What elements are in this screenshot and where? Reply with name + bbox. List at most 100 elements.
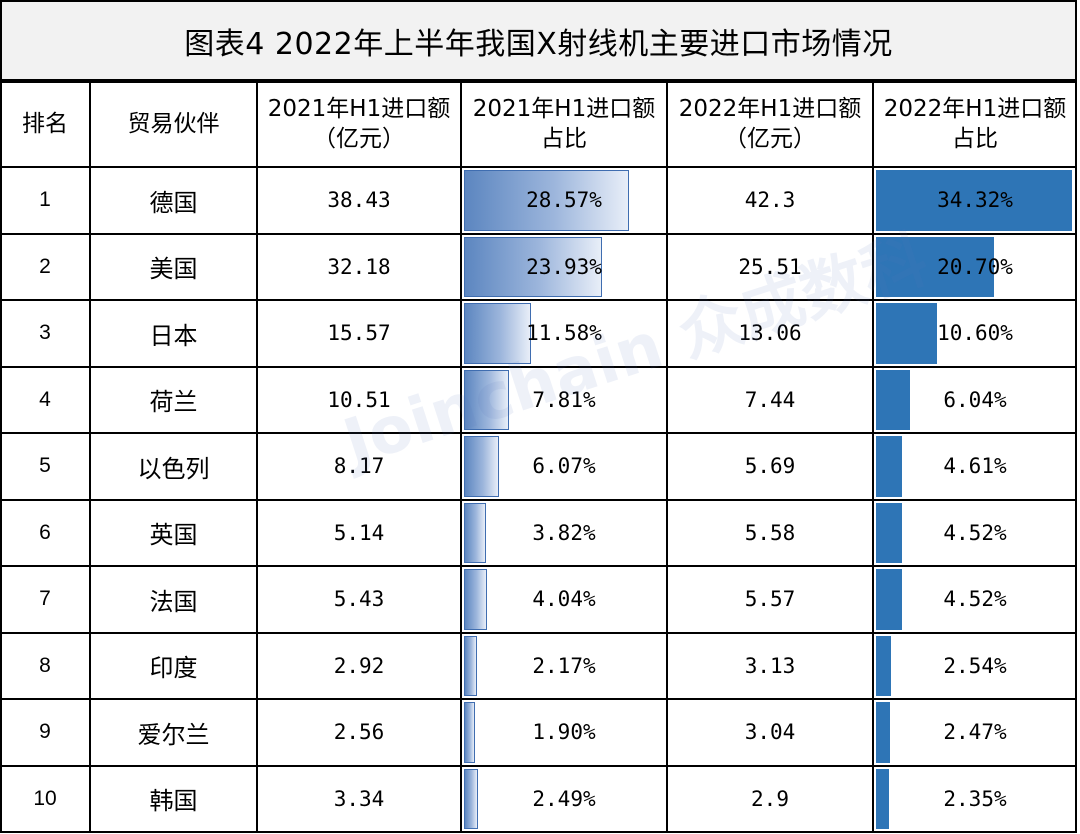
- share-2022-bar: [876, 303, 937, 364]
- share-2022-bar: [876, 702, 891, 763]
- header-import-2022: 2022年H1进口额 （亿元）: [667, 81, 873, 167]
- header-line: 排名: [22, 111, 68, 137]
- grid-vline: [89, 81, 91, 832]
- chart-title: 图表4 2022年上半年我国X射线机主要进口市场情况: [0, 0, 1077, 81]
- partner-cell: 英国: [149, 521, 198, 550]
- header-line: （亿元）: [313, 126, 405, 152]
- rank-cell: 9: [39, 720, 51, 744]
- share-2021-bar: [464, 369, 510, 430]
- share-2022-cell: 2.47%: [943, 720, 1007, 745]
- share-2021-bar: [464, 502, 487, 563]
- share-2021-cell: 3.82%: [532, 520, 596, 545]
- partner-cell: 法国: [149, 587, 198, 616]
- share-2021-bar: [464, 236, 603, 297]
- import-2021-cell: 2.56: [333, 720, 385, 745]
- share-2022-cell: 6.04%: [943, 387, 1007, 412]
- partner-cell: 韩国: [149, 787, 198, 816]
- grid-hline: [0, 432, 1077, 434]
- rank-cell: 10: [33, 786, 57, 810]
- share-2022-cell: 20.70%: [937, 254, 1013, 279]
- grid-hline: [0, 166, 1077, 168]
- import-2022-cell: 3.04: [744, 720, 796, 745]
- header-partner: 贸易伙伴: [90, 81, 257, 167]
- import-2022-cell: 2.9: [751, 786, 789, 811]
- grid-vline: [0, 81, 2, 832]
- grid-hline: [0, 565, 1077, 567]
- share-2022-cell: 10.60%: [937, 321, 1013, 346]
- header-line: 2021年H1进口额: [472, 96, 656, 122]
- share-2022-cell: 2.54%: [943, 653, 1007, 678]
- header-line: 2022年H1进口额: [883, 96, 1067, 122]
- grid-hline: [0, 232, 1077, 235]
- import-2022-cell: 5.58: [744, 520, 796, 545]
- partner-cell: 荷兰: [149, 388, 198, 417]
- import-2021-cell: 32.18: [327, 254, 391, 279]
- grid-hline: [0, 764, 1077, 767]
- import-2022-cell: 13.06: [738, 321, 802, 346]
- share-2022-cell: 4.61%: [943, 454, 1007, 479]
- header-share-2021: 2021年H1进口额 占比: [461, 81, 667, 167]
- share-2021-bar: [464, 768, 479, 829]
- grid-vline: [460, 81, 462, 832]
- import-2021-cell: 2.92: [333, 653, 385, 678]
- header-line: （亿元）: [724, 126, 816, 152]
- share-2022-bar: [876, 502, 902, 563]
- grid-vline: [256, 81, 258, 832]
- grid-hline: [0, 631, 1077, 634]
- share-2021-cell: 2.49%: [532, 786, 596, 811]
- partner-cell: 日本: [149, 321, 198, 350]
- share-2021-cell: 28.57%: [526, 188, 602, 213]
- rank-cell: 8: [39, 653, 51, 677]
- grid-hline: [0, 299, 1077, 301]
- grid-hline: [0, 81, 1077, 83]
- share-2022-bar: [876, 768, 890, 829]
- rank-cell: 3: [39, 321, 51, 345]
- grid-vline: [1075, 81, 1077, 832]
- import-2022-cell: 7.44: [744, 387, 796, 412]
- header-line: 占比: [541, 126, 587, 152]
- grid-hline: [0, 698, 1077, 700]
- share-2022-bar: [876, 436, 903, 497]
- share-2021-cell: 6.07%: [532, 454, 596, 479]
- partner-cell: 爱尔兰: [137, 720, 210, 749]
- share-2022-cell: 2.35%: [943, 786, 1007, 811]
- import-2021-cell: 38.43: [327, 188, 391, 213]
- rank-cell: 4: [39, 387, 51, 411]
- partner-cell: 以色列: [137, 454, 210, 483]
- rank-cell: 1: [39, 188, 51, 212]
- share-2021-cell: 7.81%: [532, 387, 596, 412]
- rank-cell: 2: [39, 254, 51, 278]
- rank-cell: 5: [39, 454, 51, 478]
- import-2022-cell: 42.3: [744, 188, 796, 213]
- share-2022-cell: 34.32%: [937, 188, 1013, 213]
- grid-hline: [0, 498, 1077, 501]
- import-2022-cell: 5.57: [744, 587, 796, 612]
- header-rank: 排名: [0, 81, 90, 167]
- header-line: 2022年H1进口额: [678, 96, 862, 122]
- grid-vline: [666, 81, 668, 832]
- import-2021-cell: 5.43: [333, 587, 385, 612]
- grid-hline: [0, 831, 1077, 833]
- partner-cell: 德国: [149, 188, 198, 217]
- partner-cell: 印度: [149, 654, 198, 683]
- share-2021-bar: [464, 635, 477, 696]
- share-2021-cell: 1.90%: [532, 720, 596, 745]
- share-2022-bar: [876, 569, 902, 630]
- share-2021-cell: 11.58%: [526, 321, 602, 346]
- import-2022-cell: 3.13: [744, 653, 796, 678]
- share-2021-cell: 4.04%: [532, 587, 596, 612]
- header-line: 贸易伙伴: [127, 111, 220, 137]
- share-2022-bar: [876, 170, 1072, 231]
- import-2021-cell: 8.17: [333, 454, 385, 479]
- share-2021-bar: [464, 170, 629, 231]
- import-market-table: 排名 贸易伙伴 2021年H1进口额 （亿元） 2021年H1进口额 占比 2022年H1进…: [0, 81, 1080, 834]
- share-2022-bar: [876, 635, 891, 696]
- header-line: 2021年H1进口额: [267, 96, 451, 122]
- import-2021-cell: 15.57: [327, 321, 391, 346]
- header-share-2022: 2022年H1进口额 占比: [873, 81, 1077, 167]
- import-2022-cell: 25.51: [738, 254, 802, 279]
- share-2021-bar: [464, 436, 500, 497]
- rank-cell: 7: [39, 587, 51, 611]
- share-2021-bar: [464, 702, 475, 763]
